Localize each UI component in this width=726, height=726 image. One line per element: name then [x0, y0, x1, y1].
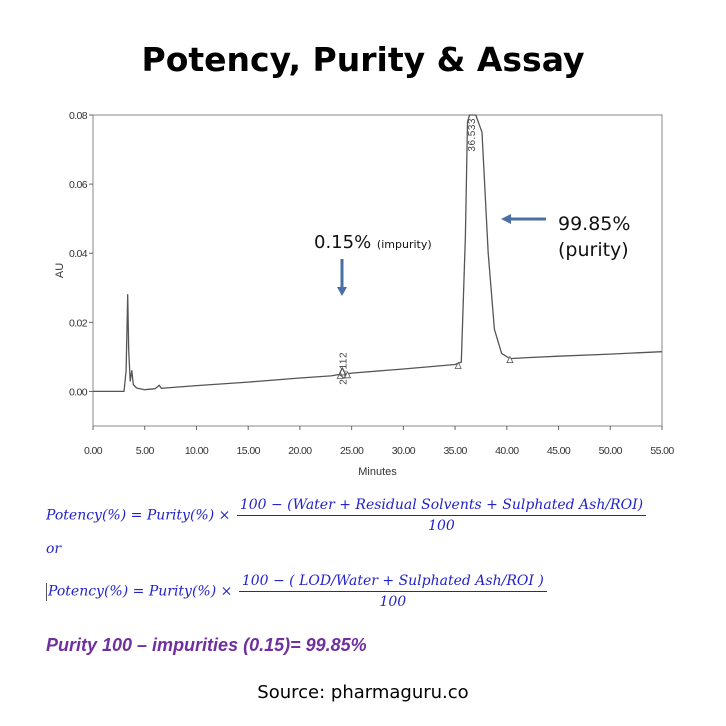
peak-label: 36.533 [467, 118, 478, 152]
x-tick-label: 45.00 [547, 445, 571, 457]
x-tick-label: 55.00 [650, 445, 674, 457]
purity-note: (purity) [558, 239, 629, 261]
x-tick-label: 40.00 [495, 445, 519, 457]
peak-label: 24.112 [338, 352, 349, 385]
x-axis-label: Minutes [358, 466, 397, 478]
source-credit: Source: pharmaguru.co [257, 682, 469, 703]
page-title: Potency, Purity & Assay [141, 40, 585, 79]
impurity-arrow-head [337, 287, 347, 296]
formula-1-fraction: 100 − (Water + Residual Solvents + Sulph… [236, 497, 647, 534]
impurity-value: 0.15% [314, 232, 372, 253]
chromatogram-trace [93, 114, 663, 393]
x-tick-label: 25.00 [340, 445, 364, 457]
formula-2-numerator: 100 − ( LOD/Water + Sulphated Ash/ROI ) [238, 573, 547, 592]
x-tick-label: 5.00 [136, 445, 155, 457]
integration-marker [336, 371, 344, 379]
y-tick-label: 0.06 [69, 179, 88, 191]
formula-2-lhs: Potency(%) = Purity(%) × [48, 583, 233, 600]
x-tick-label: 30.00 [392, 445, 416, 457]
plot-frame [92, 114, 663, 427]
formula-or: or [46, 541, 62, 557]
formula-1-lhs: Potency(%) = Purity(%) × [46, 507, 231, 524]
integration-marker [454, 361, 462, 369]
purity-arrow-head [501, 214, 511, 224]
y-tick-label: 0.08 [69, 110, 88, 122]
purity-value: 99.85% [558, 213, 631, 235]
integration-marker [343, 370, 352, 379]
potency-formula-1: Potency(%) = Purity(%) × 100 − (Water + … [46, 497, 648, 534]
formula-1-numerator: 100 − (Water + Residual Solvents + Sulph… [236, 497, 647, 516]
impurity-annotation: 0.15% (impurity) [314, 232, 432, 253]
integration-marker [506, 355, 514, 364]
y-axis-label: AU [54, 263, 66, 278]
x-tick-label: 15.00 [237, 445, 261, 457]
x-tick-label: 0.00 [84, 445, 103, 457]
x-tick-label: 10.00 [185, 445, 209, 457]
x-tick-label: 20.00 [288, 445, 312, 457]
y-tick-label: 0.04 [69, 248, 88, 260]
formula-2-denominator: 100 [379, 594, 407, 610]
formula-1-denominator: 100 [428, 518, 455, 534]
formula-2-fraction: 100 − ( LOD/Water + Sulphated Ash/ROI ) … [238, 573, 547, 610]
text-cursor [46, 582, 47, 601]
purity-annotation: 99.85% (purity) [558, 211, 630, 263]
impurity-note: (impurity) [376, 238, 432, 251]
y-tick-label: 0.02 [69, 317, 88, 329]
purity-calculation: Purity 100 – impurities (0.15)= 99.85% [46, 635, 367, 655]
potency-formula-2: Potency(%) = Purity(%) × 100 − ( LOD/Wat… [46, 573, 549, 610]
x-tick-label: 50.00 [599, 445, 623, 457]
x-tick-label: 35.00 [443, 445, 467, 457]
chromatogram-chart: 0.00 0.02 0.04 0.06 0.08 0.00 5.00 10.00 15.00 20… [54, 110, 675, 478]
y-tick-label: 0.00 [69, 386, 88, 398]
